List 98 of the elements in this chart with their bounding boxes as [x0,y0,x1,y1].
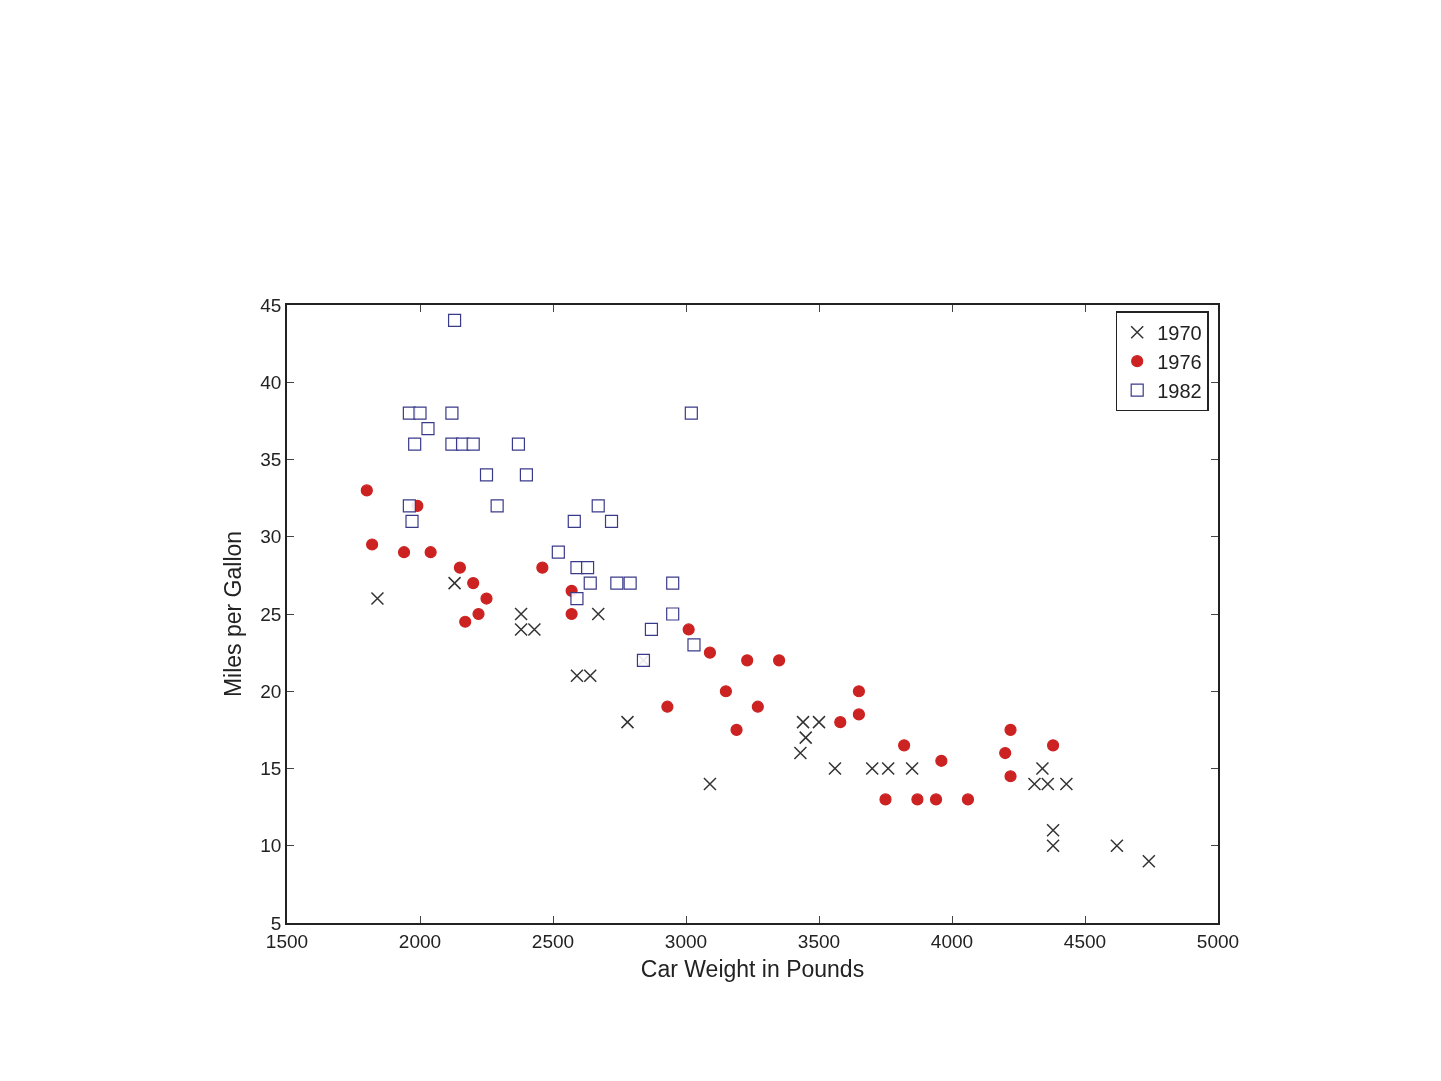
x-tick-label: 2500 [531,930,575,952]
point [828,761,842,776]
point [402,499,416,513]
point [703,646,717,659]
point [666,607,680,621]
point [490,499,504,513]
point [1142,854,1156,868]
point [852,708,865,721]
point [1046,823,1060,838]
y-tick-label: 30 [260,526,282,548]
point [604,514,619,528]
point [620,715,635,729]
y-tick-label: 40 [260,371,282,393]
legend-label: 1970 [1157,321,1202,344]
point [935,754,948,767]
legend-label: 1982 [1157,379,1202,402]
point [812,715,826,729]
y-tick-label: 15 [260,758,282,780]
point [687,638,701,652]
y-tick-label: 45 [260,294,282,316]
point [865,761,879,776]
x-axis-title: Car Weight in Pounds [640,955,865,982]
point [580,561,595,575]
point [1046,839,1060,853]
point [1046,739,1060,752]
point [1004,770,1017,783]
point [929,793,943,806]
point [360,484,373,497]
point [466,437,480,451]
point [879,793,892,806]
point [741,654,754,667]
point [397,546,411,559]
point [405,514,419,528]
point [961,793,975,806]
point [1035,761,1050,776]
point [911,793,924,806]
x-tick-label: 4000 [930,930,974,952]
point [793,746,808,760]
point [408,437,422,451]
point [453,561,466,574]
point [666,576,680,590]
point [773,654,786,667]
point [370,591,385,606]
x-tick-label: 4500 [1063,930,1107,952]
point [661,700,674,713]
point [796,715,810,729]
point [570,591,584,606]
y-tick-label: 10 [260,835,282,857]
point [623,576,637,590]
point [881,761,895,776]
point [610,576,624,590]
point [421,422,435,436]
point [366,538,379,551]
point [445,406,459,420]
point [1110,839,1124,853]
point [751,700,764,713]
x-tick-label: 3500 [797,930,841,952]
point [905,761,919,776]
point [536,561,549,574]
point [551,545,565,559]
point [730,723,743,736]
x-tick-label: 5000 [1196,930,1240,952]
point [703,777,717,791]
point [479,468,494,482]
y-axis-title: Miles per Gallon [220,530,247,698]
point [467,577,480,590]
point [511,437,526,451]
point [583,576,597,590]
point [459,615,472,628]
point [898,739,911,752]
point [514,607,528,621]
point [999,746,1012,760]
point [424,546,437,559]
point [565,607,578,621]
point [644,622,659,637]
point [519,468,533,482]
y-tick-label: 25 [260,603,282,625]
point [834,716,847,729]
point [591,499,605,513]
point [684,406,698,420]
point [719,685,732,698]
point [567,514,581,528]
point [413,406,427,420]
point [480,592,493,605]
point [1059,777,1074,791]
point [591,607,605,621]
point [472,607,485,621]
x-tick-label: 2000 [398,930,442,952]
point [447,576,462,590]
point [798,730,813,745]
point [1004,723,1017,736]
y-tick-label: 20 [260,680,282,702]
legend-label: 1976 [1157,350,1202,373]
point [852,685,865,698]
point [447,313,462,328]
x-tick-label: 3000 [664,930,708,952]
point [682,623,695,636]
y-tick-label: 35 [260,449,282,471]
